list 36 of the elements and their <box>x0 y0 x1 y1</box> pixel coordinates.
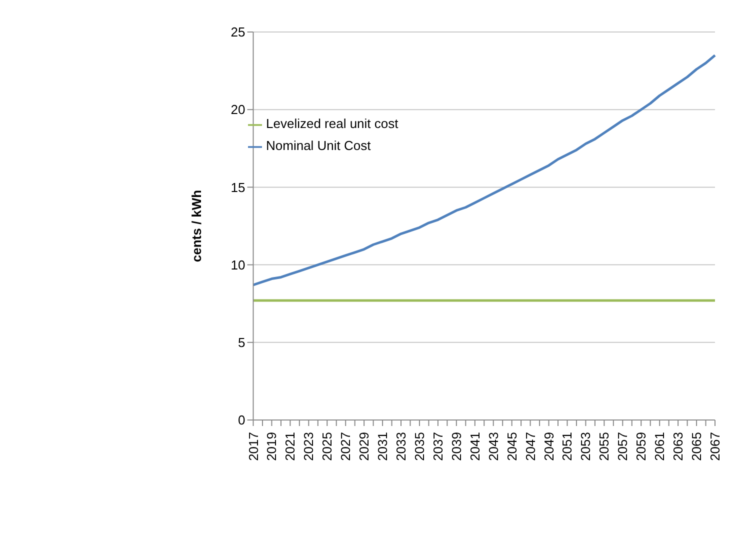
x-tick-label: 2047 <box>522 432 538 461</box>
x-tick-label: 2029 <box>356 432 372 461</box>
x-tick-label: 2033 <box>394 432 409 461</box>
x-tick-label: 2051 <box>560 432 575 461</box>
x-tick-label: 2041 <box>467 432 482 461</box>
x-tick-label: 2037 <box>430 432 446 461</box>
x-tick-label: 2035 <box>412 432 427 461</box>
y-tick-label: 0 <box>238 412 246 428</box>
x-tick-label: 2053 <box>578 432 594 461</box>
x-tick-label: 2057 <box>615 432 630 461</box>
y-axis-title: cents / kWh <box>188 190 204 262</box>
x-tick-label: 2019 <box>264 432 280 461</box>
x-tick-label: 2023 <box>301 432 316 461</box>
x-tick-label: 2031 <box>375 432 390 461</box>
y-tick-label: 25 <box>230 24 246 40</box>
x-tick-label: 2027 <box>338 432 354 461</box>
x-tick-label: 2045 <box>504 432 520 461</box>
y-tick-label: 5 <box>238 335 246 350</box>
y-tick-label: 15 <box>230 180 246 195</box>
line-series <box>252 54 716 286</box>
x-tick-label: 2017 <box>246 432 261 461</box>
x-tick-label: 2049 <box>541 432 556 461</box>
x-tick-label: 2039 <box>448 432 464 461</box>
x-tick-label: 2067 <box>708 432 722 461</box>
y-tick-label: 10 <box>230 257 246 272</box>
x-tick-label: 2059 <box>634 432 649 461</box>
y-tick-label: 20 <box>230 102 246 118</box>
legend-label: Levelized real unit cost <box>266 116 398 131</box>
x-tick-label: 2025 <box>320 432 335 461</box>
x-tick-label: 2065 <box>689 432 704 461</box>
x-tick-label: 2043 <box>486 432 501 461</box>
x-tick-label: 2061 <box>652 432 668 461</box>
x-tick-label: 2063 <box>670 432 686 461</box>
x-tick-label: 2055 <box>596 432 612 461</box>
legend-label: Nominal Unit Cost <box>266 138 371 153</box>
x-tick-label: 2021 <box>282 432 298 461</box>
